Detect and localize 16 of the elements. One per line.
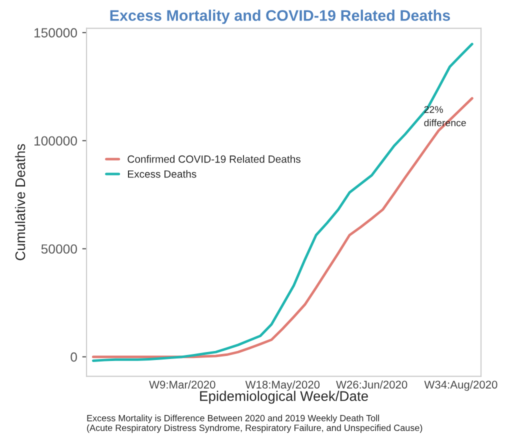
y-tick-label: 150000 [34,28,77,38]
x-tick-label: W34:Aug/2020 [424,380,498,391]
x-tick-label: W26:Jun/2020 [336,380,408,389]
legend-label: Excess Deaths [128,170,196,178]
line-series [92,97,474,358]
y-tick-label: 0 [70,352,77,362]
x-tick-label: W9:Mar/2020 [149,380,216,389]
text: Excess Mortality is Difference Between 2020 and 2019 Weekly Death Toll (Acute Respiratory Distress Syndrome, Respiratory Failure, and Unspecified Cause) [87,414,422,433]
x-axis-title: Epidemiological Week/Date [200,390,368,404]
line-series [92,42,474,362]
x-tick-label: W18:May/2020 [245,380,320,391]
y-tick-label: 100000 [34,136,77,146]
legend-label: Confirmed COVID-19 Related Deaths [128,155,300,163]
y-tick-label: 50000 [41,244,77,254]
chart-title: Excess Mortality and COVID-19 Related Deaths [110,10,450,24]
y-axis-title: Cumulative Deaths [14,144,26,260]
